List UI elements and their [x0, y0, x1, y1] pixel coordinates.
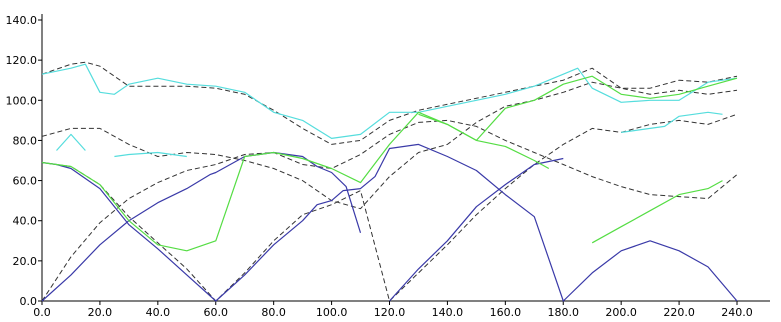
series-line-green-9	[591, 180, 723, 244]
series-line-dash-11	[41, 81, 738, 210]
x-tick-group: 0.0 20.0 40.0 60.0 80.0 100.0 120.0 140.0 160.0 1…	[33, 301, 753, 319]
y-tick-label: 80.0	[13, 134, 38, 147]
x-tick-label: 180.0	[548, 306, 580, 319]
series-line-green-8	[418, 113, 550, 170]
x-tick-label: 60.0	[204, 306, 229, 319]
series-line-blue-1	[41, 143, 738, 302]
x-tick-label: 120.0	[374, 306, 406, 319]
series-line-dash-12	[41, 119, 738, 302]
series-line-dash-10	[41, 61, 738, 145]
x-tick-label: 200.0	[605, 306, 637, 319]
series-line-cyan-3	[41, 63, 738, 139]
x-tick-label: 20.0	[88, 306, 113, 319]
y-tick-label: 0.0	[20, 295, 38, 308]
x-tick-label: 40.0	[146, 306, 171, 319]
x-tick-label: 220.0	[663, 306, 695, 319]
x-tick-label: 160.0	[490, 306, 522, 319]
series-line-green-7	[41, 75, 738, 252]
y-tick-label: 60.0	[13, 175, 38, 188]
series-line-cyan-6	[621, 111, 723, 133]
y-tick-label: 40.0	[13, 215, 38, 228]
y-tick-label: 20.0	[13, 255, 38, 268]
series-line-blue-2	[389, 157, 564, 302]
axes	[41, 14, 770, 302]
x-tick-label: 0.0	[33, 306, 51, 319]
x-tick-label: 100.0	[316, 306, 348, 319]
y-tick-label: 140.0	[6, 14, 38, 27]
series-group	[41, 61, 738, 302]
x-tick-label: 240.0	[721, 306, 753, 319]
x-tick-label: 80.0	[261, 306, 286, 319]
y-tick-label: 100.0	[6, 94, 38, 107]
x-tick-label: 140.0	[432, 306, 464, 319]
series-line-dash-13	[41, 113, 738, 302]
series-line-blue-0	[41, 151, 362, 302]
series-line-cyan-4	[56, 133, 86, 151]
y-tick-label: 120.0	[6, 54, 38, 67]
y-tick-group: 0.0 20.0 40.0 60.0 80.0 100.0 120.0 140.0	[6, 14, 42, 308]
series-line-cyan-5	[114, 151, 187, 158]
